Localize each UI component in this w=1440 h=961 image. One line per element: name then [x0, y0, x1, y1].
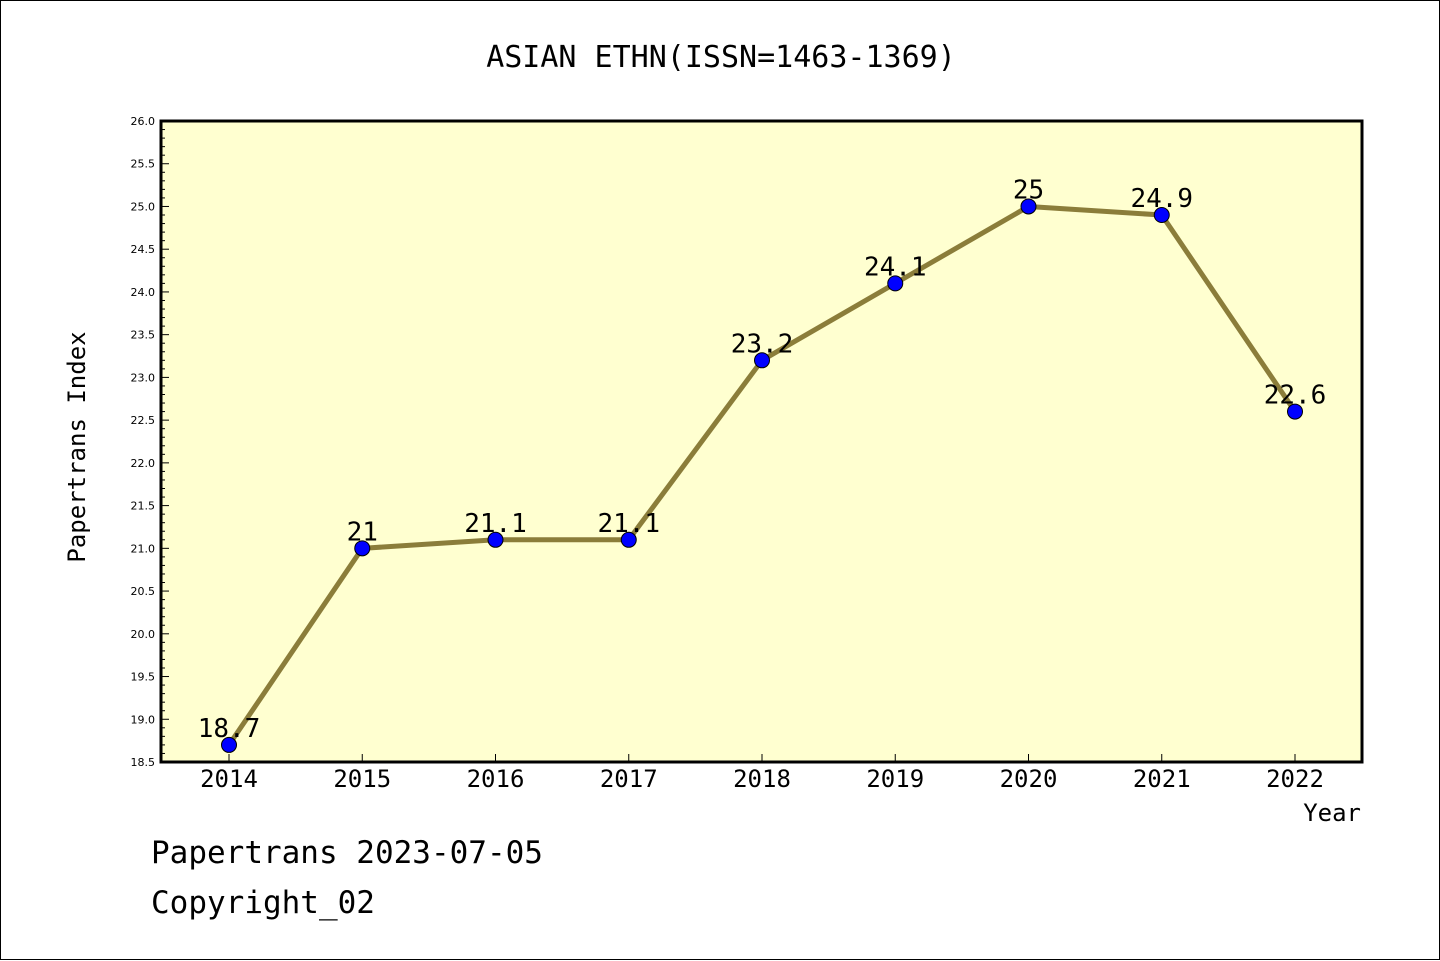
y-tick-label: 20.5 — [131, 585, 156, 598]
footer-copyright: Copyright_02 — [151, 885, 375, 921]
y-tick-label: 23.0 — [131, 371, 156, 384]
data-point — [354, 540, 371, 557]
data-label: 24.9 — [1130, 184, 1193, 214]
y-tick-label: 24.5 — [131, 243, 156, 256]
x-axis: 2014 2015 2016 2017 2018 2019 2020 2021 2022 — [200, 754, 1324, 793]
data-label: 22.6 — [1264, 381, 1327, 411]
data-point — [887, 275, 904, 292]
data-label: 23.2 — [731, 329, 794, 359]
y-tick-label: 22.0 — [131, 457, 156, 470]
y-axis-label: Papertrans Index — [63, 331, 91, 562]
data-label: 25 — [1013, 175, 1044, 205]
y-tick-label: 21.0 — [131, 542, 156, 555]
y-tick-label: 25.0 — [131, 200, 156, 213]
x-tick-label: 2019 — [866, 765, 924, 793]
chart-title: ASIAN ETHN(ISSN=1463-1369) — [486, 40, 956, 75]
x-tick-label: 2017 — [600, 765, 658, 793]
y-tick-label: 24.0 — [131, 286, 156, 299]
x-tick-label: 2014 — [200, 765, 258, 793]
x-tick-label: 2018 — [733, 765, 791, 793]
data-point — [754, 352, 770, 369]
data-point — [620, 531, 637, 548]
y-tick-label: 23.5 — [131, 329, 156, 342]
data-label: 24.1 — [864, 252, 927, 282]
data-label: 21 — [347, 517, 378, 547]
data-point — [221, 736, 237, 753]
x-tick-label: 2021 — [1133, 765, 1191, 793]
x-tick-label: 2016 — [467, 765, 525, 793]
y-tick-label: 19.0 — [131, 713, 156, 726]
x-tick-label: 2020 — [1000, 765, 1058, 793]
data-label: 21.1 — [597, 509, 660, 539]
data-label: 18.7 — [198, 714, 261, 744]
y-axis: 18.5 19.0 19.5 20.0 20.5 21.0 21.5 22.0 22.5 23.0… — [131, 115, 169, 769]
footer-date: Papertrans 2023-07-05 — [151, 835, 543, 871]
x-tick-label: 2022 — [1266, 765, 1324, 793]
y-tick-label: 18.5 — [131, 756, 156, 769]
y-tick-label: 22.5 — [131, 414, 156, 427]
y-tick-label: 26.0 — [131, 115, 156, 128]
series-line-group: 18.7 21 21.1 21.1 23.2 24.1 25 24.9 22.6 — [198, 175, 1327, 753]
data-point — [487, 531, 504, 548]
data-point — [1287, 403, 1303, 420]
y-tick-label: 20.0 — [131, 628, 156, 641]
x-tick-label: 2015 — [333, 765, 391, 793]
y-tick-label: 19.5 — [131, 671, 156, 684]
data-point — [1153, 207, 1170, 224]
plot-area — [159, 119, 1364, 764]
data-point — [1020, 198, 1037, 215]
x-axis-label: Year — [1303, 799, 1361, 827]
data-label: 21.1 — [464, 509, 527, 539]
y-tick-label: 21.5 — [131, 500, 156, 513]
y-tick-label: 25.5 — [131, 158, 156, 171]
